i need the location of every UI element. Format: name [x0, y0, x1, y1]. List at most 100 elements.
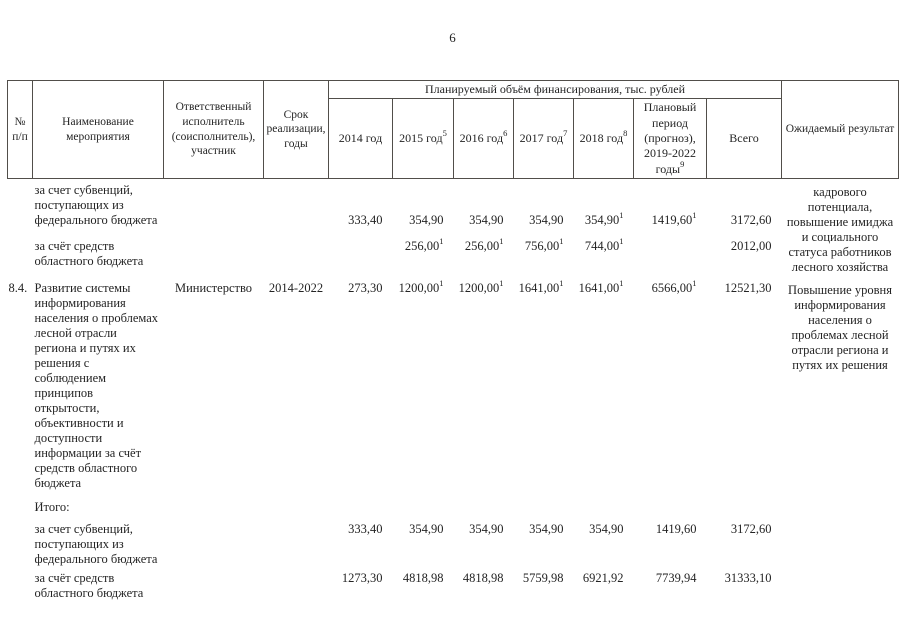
row-term-cell	[264, 493, 329, 518]
value-text: 354,90	[409, 213, 444, 228]
value-cell-total: 2012,00	[707, 235, 782, 277]
table-row-total-label: Итого:	[8, 493, 899, 518]
footnote-ref: 1	[439, 236, 444, 247]
col-header-num: № п/п	[7, 79, 33, 180]
value-text: 744,00	[584, 239, 620, 254]
value-cell-2014: 333,40	[329, 179, 393, 236]
footnote-ref: 5	[442, 128, 447, 139]
row-num-cell	[8, 493, 33, 518]
row-num-cell	[8, 518, 33, 567]
value-cell-2014	[329, 235, 393, 277]
value-cell-2017	[514, 493, 574, 518]
value-cell-2016: 1200,001	[454, 277, 514, 493]
value-cell-2018: 744,001	[574, 235, 634, 277]
value-text: 12521,30	[724, 281, 772, 296]
value-cell-2014	[329, 493, 393, 518]
value-cell-plan-period: 6566,001	[634, 277, 707, 493]
value-text: 756,00	[524, 239, 560, 254]
footnote-ref: 1	[499, 278, 504, 288]
table-row-regional-budget: за счёт средств областного бюджета 256,0…	[8, 235, 899, 277]
value-text: 354,90	[589, 522, 624, 537]
year-label: 2016 год	[459, 131, 504, 146]
footnote-ref: 9	[680, 158, 685, 169]
col-header-2017: 2017 год7	[513, 98, 574, 180]
value-text: 4818,98	[402, 571, 444, 586]
value-text: 2012,00	[730, 239, 772, 254]
value-cell-2015: 354,90	[393, 518, 454, 567]
value-cell-total	[707, 493, 782, 518]
col-header-executor: Ответственный исполнитель (соисполнитель…	[163, 79, 264, 180]
value-cell-2017: 5759,98	[514, 567, 574, 601]
footnote-ref: 1	[559, 236, 564, 247]
row-executor-cell	[164, 493, 264, 518]
value-cell-2014: 1273,30	[329, 567, 393, 601]
row-term-cell	[264, 567, 329, 601]
row-executor-cell	[164, 235, 264, 277]
table-row-total-federal-subventions: за счет субвенций, поступающих из федера…	[8, 518, 899, 567]
value-cell-total: 12521,30	[707, 277, 782, 493]
value-text: 6566,00	[651, 281, 693, 296]
value-cell-2015: 256,001	[393, 235, 454, 277]
row-executor-cell	[164, 518, 264, 567]
value-text: 4818,98	[462, 571, 504, 586]
row-result-cell	[782, 518, 899, 567]
value-text: 354,90	[529, 213, 564, 228]
col-header-financing-group: Планируемый объём финансирования, тыс. р…	[328, 79, 782, 100]
value-text: 1200,00	[398, 281, 440, 296]
row-executor-cell	[164, 567, 264, 601]
footnote-ref: 1	[692, 210, 697, 220]
row-num-cell: 8.4.	[8, 281, 28, 296]
value-text: 354,90	[469, 522, 504, 537]
row-term-cell: 2014-2022	[268, 281, 324, 296]
value-cell-2018: 1641,001	[574, 277, 634, 493]
col-header-2015: 2015 год5	[392, 98, 454, 180]
value-cell-2017: 1641,001	[514, 277, 574, 493]
value-cell-2018: 6921,92	[574, 567, 634, 601]
value-cell-2015: 4818,98	[393, 567, 454, 601]
row-num-cell	[8, 567, 33, 601]
value-text: 354,90	[529, 522, 564, 537]
value-text: 1273,30	[341, 571, 383, 586]
value-text: 31333,10	[724, 571, 772, 586]
row-result-cell	[782, 493, 899, 518]
value-cell-plan-period: 1419,60	[634, 518, 707, 567]
value-text: 3172,60	[730, 522, 772, 537]
value-cell-2016: 354,90	[454, 179, 514, 236]
value-text: 354,90	[409, 522, 444, 537]
col-header-plan-period: Плановый период (прогноз), 2019-2022 год…	[633, 98, 707, 180]
footnote-ref: 1	[619, 236, 624, 247]
year-label: 2017 год	[519, 131, 564, 146]
value-text: 5759,98	[522, 571, 564, 586]
col-header-2018: 2018 год8	[573, 98, 634, 180]
col-header-result: Ожидаемый результат	[781, 79, 899, 180]
value-cell-total: 3172,60	[707, 179, 782, 236]
table-body: за счет субвенций, поступающих из федера…	[8, 179, 899, 602]
table-row-8-4: 8.4. Развитие системы информирования нас…	[8, 277, 899, 493]
value-cell-2014: 333,40	[329, 518, 393, 567]
value-cell-2015: 1200,001	[393, 277, 454, 493]
value-cell-2016: 354,90	[454, 518, 514, 567]
footnote-ref: 1	[439, 278, 444, 288]
row-result-cell	[782, 567, 899, 601]
year-label: 2015 год	[399, 131, 443, 146]
value-text: 333,40	[348, 213, 383, 228]
page-number: 6	[449, 30, 456, 45]
value-cell-2014: 273,30	[329, 277, 393, 493]
value-text: 354,90	[469, 213, 504, 228]
value-text: 354,90	[584, 213, 620, 228]
col-header-total: Всего	[706, 98, 782, 180]
footnote-ref: 1	[619, 210, 624, 220]
col-header-2016: 2016 год6	[453, 98, 514, 180]
value-cell-plan-period	[634, 493, 707, 518]
row-num-cell	[8, 179, 33, 236]
footnote-ref: 1	[559, 278, 564, 288]
row-name-cell: Развитие системы информирования населени…	[34, 281, 159, 491]
value-cell-2015	[393, 493, 454, 518]
footnote-ref: 7	[563, 128, 568, 139]
row-executor-cell: Министерство	[174, 281, 253, 296]
value-cell-total: 3172,60	[707, 518, 782, 567]
value-text: 3172,60	[730, 213, 772, 228]
row-term-cell	[264, 235, 329, 277]
value-cell-2016: 4818,98	[454, 567, 514, 601]
value-text: 1419,60	[655, 522, 697, 537]
